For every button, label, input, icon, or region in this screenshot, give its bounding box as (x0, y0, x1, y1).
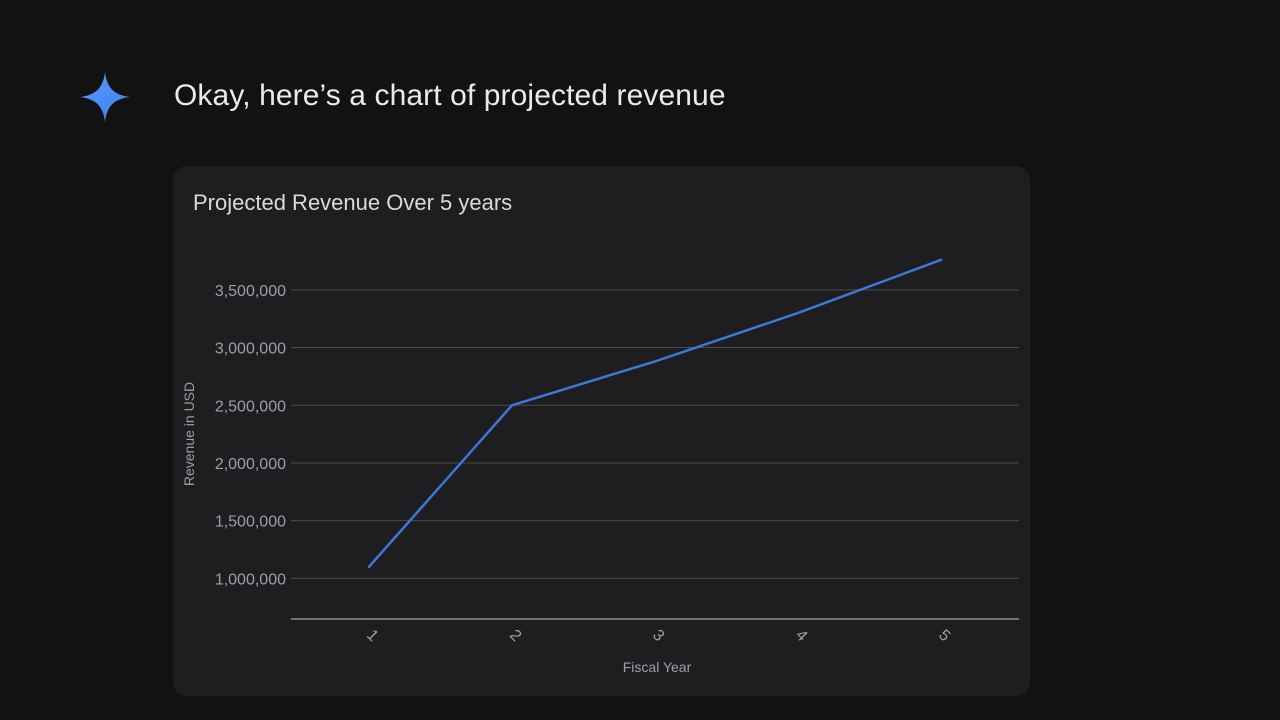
response-text: Okay, here’s a chart of projected revenu… (174, 79, 726, 112)
y-axis-ticks: 1,000,000 1,500,000 2,000,000 2,500,000 3,00… (215, 283, 286, 589)
chart-title: Projected Revenue Over 5 years (193, 190, 513, 215)
x-tick-label: 2 (506, 627, 524, 645)
y-tick-label: 1,500,000 (215, 514, 286, 531)
x-tick-label: 3 (649, 627, 667, 645)
x-tick-label: 4 (792, 627, 810, 645)
y-tick-label: 3,000,000 (215, 341, 286, 358)
series-layer (367, 258, 943, 569)
y-tick-label: 2,500,000 (215, 398, 286, 415)
chart-card: Projected Revenue Over 5 years 1,000,000… (173, 166, 1030, 696)
x-axis-ticks: 1 2 3 4 5 (363, 627, 953, 645)
grid-lines (291, 289, 1019, 579)
gemini-spark-icon (80, 72, 130, 122)
y-tick-label: 1,000,000 (215, 571, 286, 588)
y-axis-title: Revenue in USD (181, 382, 197, 486)
x-tick-label: 1 (363, 627, 381, 645)
x-tick-label: 5 (935, 627, 953, 645)
line-chart: 1,000,000 1,500,000 2,000,000 2,500,000 3,00… (181, 258, 1019, 675)
y-tick-label: 2,000,000 (215, 456, 286, 473)
y-tick-label: 3,500,000 (215, 283, 286, 300)
x-axis-title: Fiscal Year (623, 659, 692, 675)
